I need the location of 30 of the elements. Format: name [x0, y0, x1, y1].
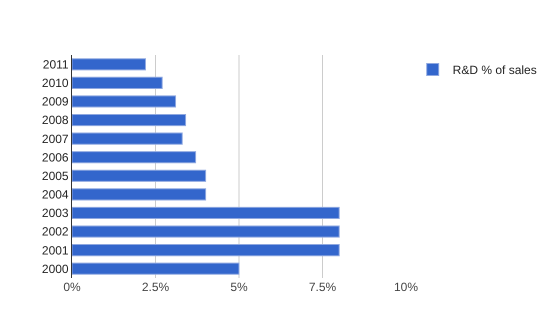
- y-tick-label: 2001: [42, 243, 69, 258]
- legend-label: R&D % of sales: [452, 63, 537, 78]
- y-tick-label: 2011: [42, 57, 69, 72]
- bar: [72, 262, 240, 275]
- y-tick-label: 2007: [42, 132, 69, 146]
- bar: [72, 95, 176, 108]
- bar: [72, 114, 186, 126]
- y-tick-label: 2006: [42, 150, 69, 164]
- bar: [72, 170, 206, 182]
- y-tick-label: 2004: [42, 188, 69, 202]
- x-tick-label: 7.5%: [308, 280, 336, 294]
- bar: [72, 244, 340, 256]
- y-tick-label: 2000: [42, 262, 69, 276]
- x-tick-label: 2.5%: [142, 280, 170, 294]
- y-tick-label: 2008: [42, 113, 69, 128]
- x-tick-label: 0%: [63, 280, 81, 294]
- x-tick-label: 10%: [394, 280, 418, 294]
- y-tick-label: 2009: [42, 94, 69, 109]
- bar: [72, 76, 163, 89]
- y-tick-label: 2005: [42, 168, 69, 183]
- x-tick-label: 5%: [230, 280, 248, 294]
- y-tick-label: 2003: [42, 206, 69, 220]
- y-tick-label: 2002: [42, 224, 69, 239]
- bar: [72, 206, 340, 220]
- bar: [72, 58, 146, 70]
- bar: [72, 151, 196, 164]
- y-tick-label: 2010: [42, 76, 69, 90]
- bar: [72, 188, 206, 200]
- bar: [72, 225, 340, 238]
- bar: [72, 132, 183, 145]
